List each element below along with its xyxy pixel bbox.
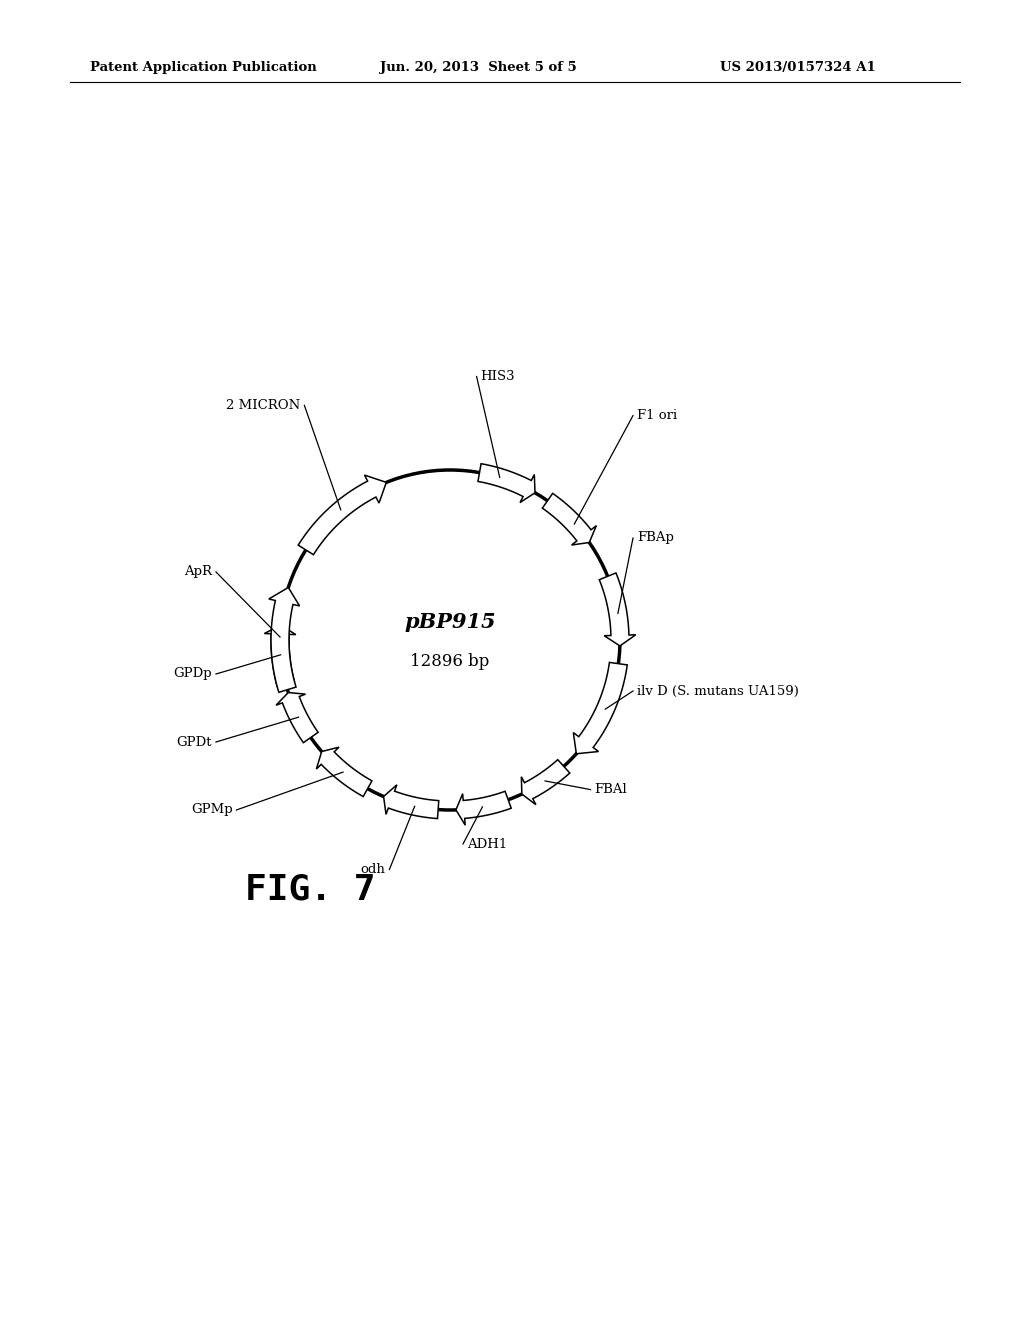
Text: Jun. 20, 2013  Sheet 5 of 5: Jun. 20, 2013 Sheet 5 of 5 — [380, 62, 577, 74]
Text: GPDp: GPDp — [173, 668, 212, 681]
Polygon shape — [521, 759, 569, 805]
Polygon shape — [269, 587, 300, 692]
Text: 2 MICRON: 2 MICRON — [226, 399, 300, 412]
Text: US 2013/0157324 A1: US 2013/0157324 A1 — [720, 62, 876, 74]
Polygon shape — [599, 573, 636, 645]
Text: odh: odh — [360, 863, 385, 876]
Text: HIS3: HIS3 — [480, 370, 515, 383]
Text: 12896 bp: 12896 bp — [411, 653, 489, 671]
Text: GPDt: GPDt — [176, 735, 212, 748]
Text: F1 ori: F1 ori — [637, 409, 677, 422]
Text: FIG. 7: FIG. 7 — [245, 873, 375, 907]
Polygon shape — [276, 693, 318, 743]
Polygon shape — [298, 475, 386, 554]
Polygon shape — [456, 791, 511, 825]
Text: FBAp: FBAp — [637, 532, 674, 544]
Polygon shape — [478, 463, 535, 503]
Text: pBP915: pBP915 — [404, 612, 496, 632]
Text: ilv D (S. mutans UA159): ilv D (S. mutans UA159) — [637, 685, 799, 697]
Text: ADH1: ADH1 — [467, 837, 507, 850]
Polygon shape — [264, 626, 296, 686]
Text: FBAl: FBAl — [595, 783, 628, 796]
Text: Patent Application Publication: Patent Application Publication — [90, 62, 316, 74]
Polygon shape — [543, 494, 596, 545]
Polygon shape — [384, 785, 438, 818]
Polygon shape — [573, 663, 628, 754]
Text: ApR: ApR — [184, 565, 212, 578]
Polygon shape — [316, 747, 372, 796]
Text: GPMp: GPMp — [190, 804, 232, 817]
